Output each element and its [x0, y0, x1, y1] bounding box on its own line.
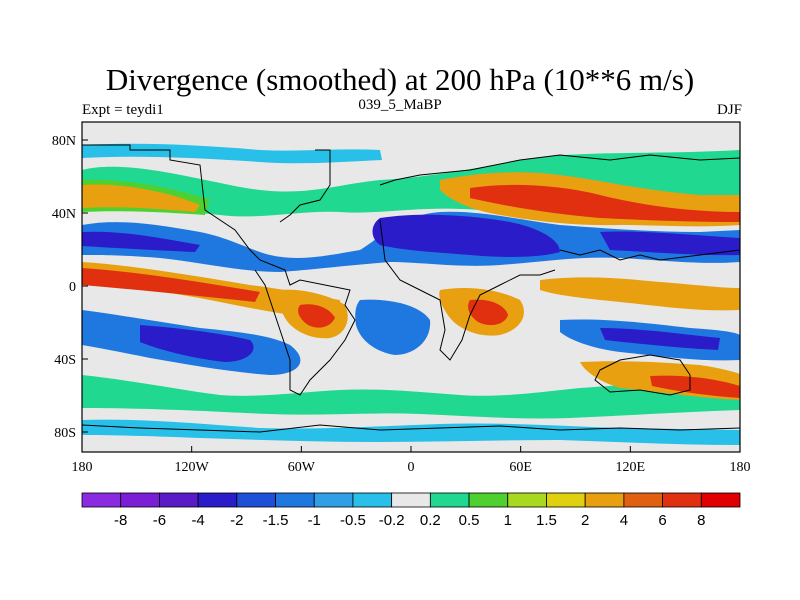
y-tick-label: 40S [54, 353, 76, 368]
eq-div-east [540, 277, 740, 311]
colorbar-swatch [313, 492, 354, 508]
colorbar-label: 6 [658, 512, 666, 529]
sh-div-east-core [650, 375, 740, 398]
season-label: DJF [716, 102, 742, 118]
americas-coast [82, 144, 356, 396]
colorbar-label: 2 [581, 512, 589, 529]
nh-div-west-core [82, 184, 200, 212]
nh-highlat-strip [82, 143, 382, 164]
eq-div-samerica-core [298, 304, 335, 328]
colorbar-label: -0.5 [340, 512, 366, 529]
y-tick-label: 40N [52, 207, 76, 222]
colorbar-label: -0.2 [379, 512, 405, 529]
colorbar-swatch [275, 492, 315, 508]
colorbar-label: -1.5 [263, 512, 289, 529]
colorbar-swatch [81, 492, 122, 508]
colorbar-swatch [352, 492, 393, 508]
colorbar-swatch [391, 492, 431, 508]
colorbar-label: -8 [114, 512, 127, 529]
colorbar-swatch [468, 492, 509, 508]
colorbar-swatch [236, 492, 276, 508]
sh-conv-atlantic [355, 299, 431, 355]
y-axis: 80N 40N 0 40S 80S [52, 134, 88, 441]
nh-conv-core-central [372, 214, 560, 257]
colorbar-label: 4 [620, 512, 628, 529]
colorbar-label: -6 [153, 512, 166, 529]
x-tick-label: 0 [408, 460, 415, 475]
colorbar-label: -1 [308, 512, 321, 529]
colorbar-swatch [120, 492, 160, 508]
eq-div-africa-core [468, 299, 508, 326]
x-axis: 180 120W 60W 0 60E 120E 180 [72, 446, 751, 475]
colorbar-label: 1 [504, 512, 512, 529]
experiment-label: Expt = teydi1 [82, 102, 164, 118]
x-tick-label: 180 [730, 460, 751, 475]
colorbar-swatch [546, 492, 586, 508]
colorbar-swatch [159, 492, 199, 508]
x-tick-label: 60W [288, 460, 316, 475]
x-tick-label: 120W [175, 460, 210, 475]
y-tick-label: 0 [69, 280, 76, 295]
colorbar: -8 -6 -4 -2 -1.5 -1 -0.5 -0.2 0.2 0.5 1 1.5 2 4 6 8 [81, 492, 741, 529]
colorbar-swatch [623, 492, 663, 508]
x-tick-label: 120E [616, 460, 646, 475]
colorbar-label: -2 [230, 512, 243, 529]
coastlines [82, 144, 740, 433]
greenland-coast [279, 149, 331, 223]
eq-div-west-core [82, 268, 260, 302]
colorbar-swatch [507, 492, 547, 508]
y-tick-label: 80N [52, 134, 76, 149]
colorbar-swatch [197, 492, 238, 508]
africa-coast [379, 219, 556, 361]
plot-title: Divergence (smoothed) at 200 hPa (10**6 … [105, 62, 695, 97]
y-tick-label: 80S [54, 426, 76, 441]
x-tick-label: 180 [72, 460, 93, 475]
sh-highlat-strip [82, 419, 740, 445]
colorbar-label: 0.2 [420, 512, 441, 529]
colorbar-swatch [700, 492, 741, 508]
sh-conv-west-core [140, 325, 254, 362]
colorbar-label: 8 [697, 512, 705, 529]
period-label: 039_5_MaBP [358, 97, 442, 113]
colorbar-label: 1.5 [536, 512, 557, 529]
colorbar-label: -4 [191, 512, 204, 529]
colorbar-swatch [584, 492, 625, 508]
nh-conv-core-east [600, 231, 740, 256]
colorbar-swatch [429, 492, 470, 508]
eurasia-north-coast [379, 154, 740, 186]
sh-conv-indian-core [600, 328, 720, 350]
colorbar-label: 0.5 [459, 512, 480, 529]
asia-south-coast [559, 249, 740, 261]
antarctica-coast [82, 424, 740, 433]
australia-coast [594, 354, 691, 396]
nh-div-east-core [470, 184, 740, 222]
x-tick-label: 60E [509, 460, 532, 475]
sh-mid-band [82, 375, 740, 419]
nh-conv-core-west [82, 231, 200, 252]
map-field [82, 122, 740, 452]
colorbar-swatch [662, 492, 702, 508]
